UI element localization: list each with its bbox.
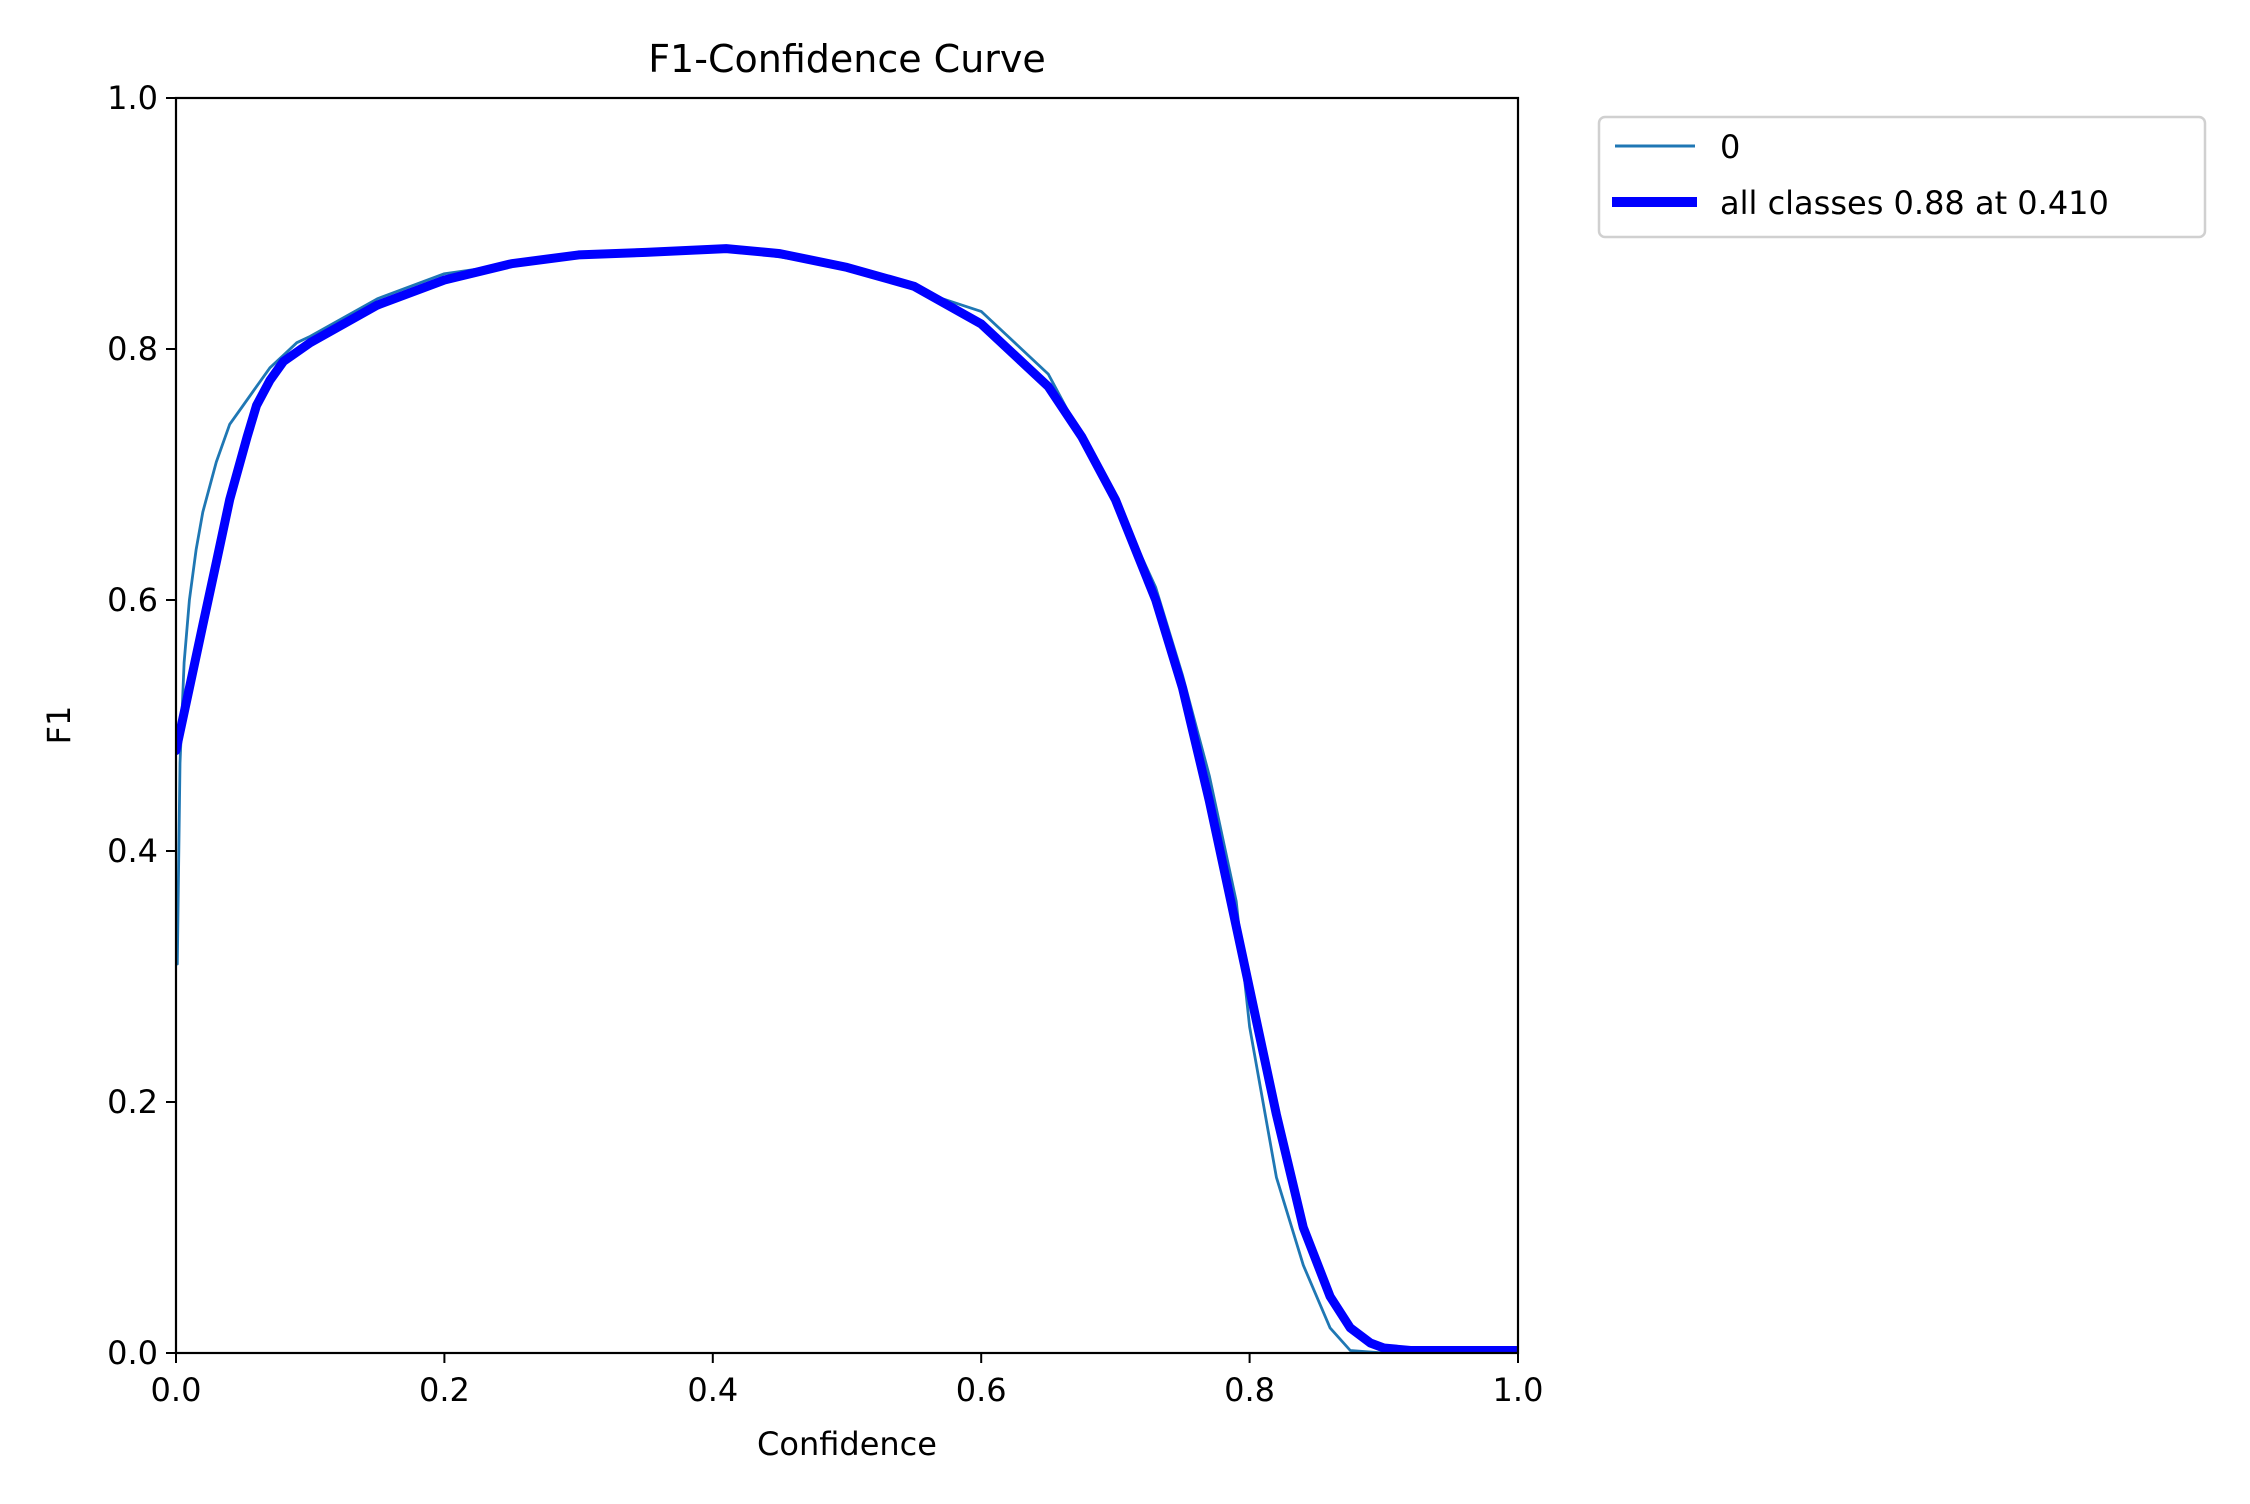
plot-frame (174, 96, 1520, 1355)
series-lines (176, 244, 1518, 1353)
y-tick-label: 1.0 (107, 79, 158, 117)
y-axis-ticks: 0.0 0.2 0.4 0.6 0.8 1.0 (107, 79, 176, 1372)
y-tick-label: 0.6 (107, 581, 158, 619)
x-tick-label: 0.8 (1224, 1371, 1275, 1409)
x-axis-label: Confidence (757, 1425, 937, 1463)
y-tick-label: 0.8 (107, 330, 158, 368)
x-tick-label: 0.2 (419, 1371, 470, 1409)
y-axis-label: F1 (40, 706, 78, 745)
legend: 0 all classes 0.88 at 0.410 (1597, 115, 2207, 239)
x-tick-label: 1.0 (1493, 1371, 1544, 1409)
x-axis-ticks: 0.0 0.2 0.4 0.6 0.8 1.0 (151, 1353, 1544, 1409)
x-tick-label: 0.4 (687, 1371, 738, 1409)
legend-frame (1597, 115, 2207, 239)
y-tick-label: 0.0 (107, 1334, 158, 1372)
y-tick-label: 0.4 (107, 832, 158, 870)
x-tick-label: 0.0 (151, 1371, 202, 1409)
legend-label-all-classes: all classes 0.88 at 0.410 (1720, 184, 2109, 222)
y-tick-label: 0.2 (107, 1083, 158, 1121)
chart-title: F1-Confidence Curve (648, 37, 1046, 81)
series-all-classes-line (176, 244, 1518, 1353)
legend-label-class-0: 0 (1720, 128, 1740, 166)
series-class-0-line (176, 247, 1518, 1353)
x-tick-label: 0.6 (956, 1371, 1007, 1409)
